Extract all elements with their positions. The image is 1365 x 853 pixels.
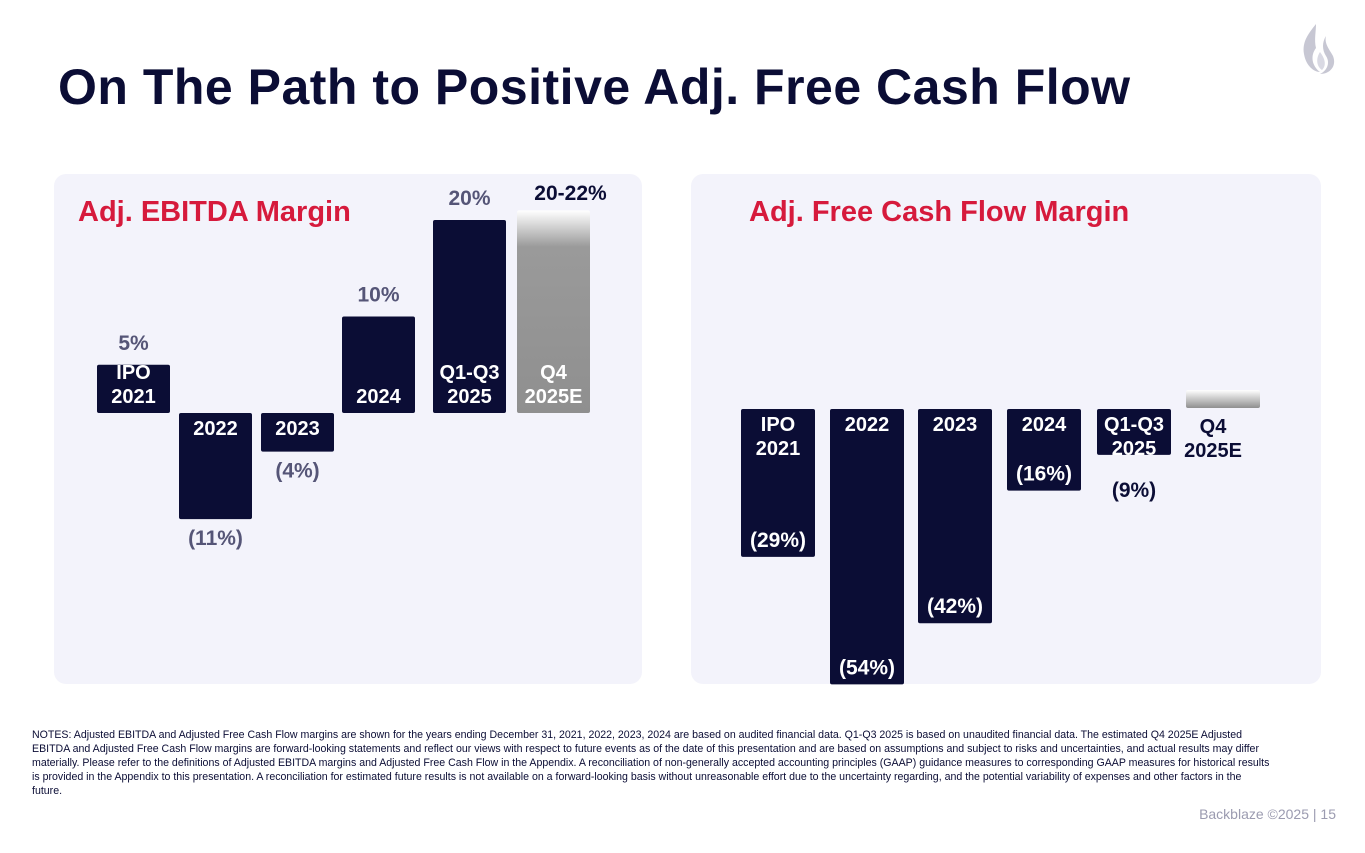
- fcf-bar: [918, 409, 992, 624]
- ebitda-chart-title: Adj. EBITDA Margin: [78, 196, 351, 228]
- fcf-bar: [1007, 409, 1081, 491]
- page-title: On The Path to Positive Adj. Free Cash F…: [58, 59, 1131, 115]
- ebitda-bar-category-label: 2025: [447, 386, 492, 408]
- fcf-value-label: (16%): [1016, 463, 1072, 486]
- fcf-chart-title: Adj. Free Cash Flow Margin: [749, 196, 1129, 228]
- fcf-bar-category-label: Q1-Q3: [1104, 414, 1164, 436]
- ebitda-value-label: (4%): [275, 460, 319, 483]
- fcf-bar-category-label: 2022: [845, 414, 890, 436]
- fcf-bar-category-label: 2023: [933, 414, 978, 436]
- ebitda-bar-category-label: IPO: [116, 362, 150, 384]
- ebitda-bar-category-label: 2024: [356, 386, 401, 408]
- fcf-bar-category-label: 2024: [1022, 414, 1067, 436]
- ebitda-value-label: 20%: [448, 187, 490, 210]
- fcf-bar-category-label: 2021: [756, 438, 801, 460]
- fcf-bar: [830, 409, 904, 685]
- ebitda-bar: [97, 364, 170, 413]
- ebitda-bar-category-label: Q4: [540, 362, 568, 384]
- ebitda-bar-category-label: 2025E: [525, 386, 583, 408]
- ebitda-bar-category-label: 2022: [193, 418, 238, 440]
- ebitda-bar-category-label: 2023: [275, 418, 320, 440]
- fcf-bar-category-label: IPO: [761, 414, 795, 436]
- ebitda-value-label: 10%: [357, 284, 399, 307]
- ebitda-value-label: (11%): [188, 527, 243, 550]
- fcf-value-label: (9%): [1112, 479, 1156, 502]
- ebitda-bar: [261, 413, 334, 452]
- ebitda-bar-category-label: Q1-Q3: [439, 362, 499, 384]
- footer: Backblaze ©2025 | 15: [1199, 806, 1336, 822]
- flame-icon: [1303, 24, 1335, 74]
- fcf-value-label: (42%): [927, 595, 983, 618]
- fcf-bar: [1097, 409, 1171, 455]
- fcf-value-label: (29%): [750, 529, 806, 552]
- ebitda-bar: [342, 316, 415, 413]
- fcf-bar: [1186, 390, 1260, 408]
- ebitda-bar-category-label: 2021: [111, 386, 156, 408]
- ebitda-bar: [433, 220, 506, 413]
- ebitda-bar: [517, 210, 590, 413]
- fcf-bar: [741, 409, 815, 557]
- fcf-bar-category-label: Q4: [1200, 416, 1228, 438]
- fcf-bar-category-label: 2025E: [1184, 440, 1242, 462]
- fcf-bar-category-label: 2025: [1112, 438, 1157, 460]
- ebitda-value-label: 20-22%: [534, 182, 607, 205]
- ebitda-value-label: 5%: [118, 332, 149, 355]
- fcf-value-label: (54%): [839, 656, 895, 679]
- notes: NOTES: Adjusted EBITDA and Adjusted Free…: [32, 729, 1270, 797]
- ebitda-bar: [179, 413, 252, 520]
